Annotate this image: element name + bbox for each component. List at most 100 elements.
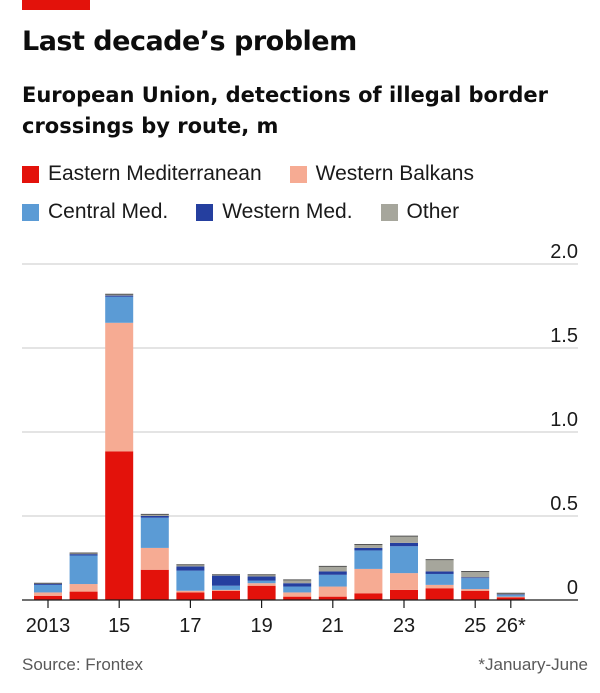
chart-subtitle: European Union, detections of illegal bo… [22,83,548,138]
x-tick-label: 2013 [26,615,71,637]
legend-swatch-eastern-mediterranean [22,165,39,183]
x-tick-label: 17 [179,615,201,637]
legend-item-central-med: Central Med. [22,200,168,224]
legend-item-eastern-mediterranean: Eastern Mediterranean [22,162,262,186]
bar-segment [140,514,169,516]
bar-segment [496,597,525,600]
bar-segment [496,593,525,595]
legend-item-other: Other [380,200,460,224]
bar-segment [105,451,134,600]
bar-segment [354,544,383,548]
x-tick-label: 26* [496,615,526,637]
bar-segment [496,596,525,598]
y-tick-label: 2.0 [550,241,578,263]
bar-segment [247,580,276,584]
bar-segment [425,559,454,572]
bar-segment [318,574,347,587]
bar-segment [176,590,205,593]
bar-segment [425,588,454,600]
bar-segment [140,517,169,548]
bar-segment [34,595,62,600]
legend-swatch-western-balkans [289,165,307,183]
bar-segment [461,589,490,591]
bar-segment [247,583,276,586]
bar-segment [105,322,134,452]
bar-segment [283,596,312,600]
y-tick-label: 1.5 [550,325,578,347]
bar-segment [283,586,312,593]
bar-segment [354,593,383,600]
bar-segment [354,547,383,551]
bar-chart: 0 0.5 1.0 1.5 2.0 2013 15 17 19 21 23 25 26* [22,241,578,637]
bar-segment [461,590,490,600]
legend-label-eastern-mediterranean: Eastern Mediterranean [48,162,262,185]
brand-red-tag [22,0,90,10]
x-tick-label: 23 [393,615,415,637]
legend-label-western-balkans: Western Balkans [315,162,474,185]
bar-segment [390,542,418,547]
legend-swatch-central-med [22,203,39,221]
x-tick-label: 15 [108,615,130,637]
y-tick-label: 0.5 [550,493,578,515]
bar-segment [461,577,490,579]
legend-row-2: Central Med. Western Med. Other [22,193,592,231]
chart-legend: Eastern Mediterranean Western Balkans Ce… [22,155,592,231]
bar-segment [354,550,383,569]
bar-segment [212,590,240,600]
bar-segment [318,571,347,575]
bar-segment [176,570,205,591]
bar-segment [69,555,98,585]
bar-segment [105,295,134,297]
bar-segment [212,575,240,586]
y-tick-label: 0 [567,577,578,599]
chart-title: Last decade’s problem [22,26,357,57]
legend-label-western-med: Western Med. [222,200,353,223]
bar-segment [247,574,276,577]
x-tick-label: 19 [250,615,272,637]
bar-segment [176,592,205,600]
bar-segment [105,294,134,296]
bar-segment [212,589,240,591]
bar-segment [212,585,240,590]
bar-segment [69,554,98,556]
bar-segment [69,584,98,592]
bar-segment [140,569,169,600]
y-tick-label: 1.0 [550,409,578,431]
bar-segment [425,571,454,574]
bar-segment [461,571,490,578]
bar-segment [390,546,418,574]
bar-segment [34,592,62,596]
bar-segment [283,579,312,584]
bar-segment [34,583,62,585]
bar-segment [354,568,383,594]
bar-segment [318,586,347,597]
bar-segment [176,564,205,567]
bar-segment [283,583,312,587]
bar-segment [176,566,205,571]
legend-swatch-western-med [196,203,214,221]
bar-segment [390,573,418,590]
bar-segment [318,566,347,572]
bar-segment [461,578,490,590]
bar-segment [34,584,62,593]
bar-segment [390,589,418,600]
bar-segment [140,516,169,518]
bar-segment [69,552,98,555]
bar-segment [69,591,98,600]
legend-label-other: Other [406,200,460,223]
legend-row-1: Eastern Mediterranean Western Balkans [22,155,592,193]
bar-segment [318,596,347,600]
legend-item-western-balkans: Western Balkans [289,162,474,186]
bar-segment [496,594,525,595]
bar-segment [247,576,276,581]
legend-item-western-med: Western Med. [196,200,353,224]
source-note: Source: Frontex [22,655,143,674]
legend-swatch-other [380,203,398,221]
bar-segment [247,585,276,600]
bar-segment [390,536,418,543]
bar-segment [283,592,312,597]
bar-segment [425,584,454,589]
bar-segment [140,547,169,570]
bar-segment [105,296,134,323]
bar-segment [425,573,454,585]
